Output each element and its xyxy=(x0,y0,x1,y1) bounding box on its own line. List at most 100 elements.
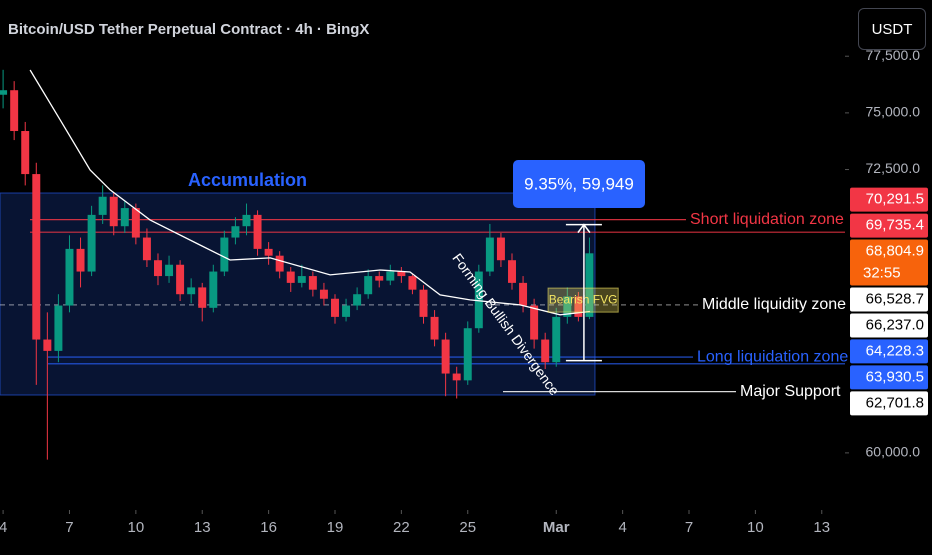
candle-body xyxy=(109,196,118,227)
price-tag xyxy=(850,391,928,416)
price-tag xyxy=(850,213,928,238)
x-tick-label: 13 xyxy=(194,519,211,536)
candle-body xyxy=(375,276,384,281)
x-tick-label: 7 xyxy=(685,519,693,536)
y-tick-label: 77,500.0 xyxy=(866,47,921,63)
candle-body xyxy=(342,305,351,317)
x-tick-label: 10 xyxy=(128,519,145,536)
candle-body xyxy=(552,316,561,363)
x-tick-label: 13 xyxy=(813,519,830,536)
candle-body xyxy=(120,208,129,227)
y-tick-label: 75,000.0 xyxy=(866,104,921,120)
measure-label: 9.35%, 59,949 xyxy=(524,174,634,193)
candle-body xyxy=(153,260,162,277)
fvg-box xyxy=(547,287,619,313)
candle-body xyxy=(43,339,52,351)
candle-body xyxy=(76,248,85,272)
candle-body xyxy=(131,208,140,238)
candle-body xyxy=(98,196,107,215)
candle-body xyxy=(242,214,251,227)
candle-body xyxy=(308,276,317,290)
candle-body xyxy=(142,237,151,261)
price-tag xyxy=(850,287,928,312)
y-tick-label: 72,500.0 xyxy=(866,160,921,176)
x-tick-label: Mar xyxy=(543,519,570,536)
price-tag xyxy=(850,365,928,390)
candle-body xyxy=(574,296,583,317)
candle-body xyxy=(209,271,218,308)
candle-body xyxy=(297,276,306,283)
price-tag-label: 68,804.9 xyxy=(866,243,924,260)
price-tag-label: 63,930.5 xyxy=(866,368,924,385)
candle-body xyxy=(176,264,185,295)
price-tag-label: 70,291.5 xyxy=(866,191,924,208)
x-tick-label: 19 xyxy=(327,519,344,536)
x-tick-label: 7 xyxy=(65,519,73,536)
level-label: Long liquidation zone xyxy=(697,348,848,365)
candle-body xyxy=(319,289,328,299)
candle-body xyxy=(386,271,395,281)
candle-body xyxy=(541,339,550,363)
candle-body xyxy=(32,174,41,340)
x-tick-label: 25 xyxy=(459,519,476,536)
candle-body xyxy=(264,248,273,256)
candle-body xyxy=(286,271,295,283)
candle-body xyxy=(220,237,229,272)
price-tag-label: 66,237.0 xyxy=(866,316,924,333)
candle-body xyxy=(87,214,96,272)
price-tag-label: 66,528.7 xyxy=(866,290,924,307)
x-tick-label: 22 xyxy=(393,519,410,536)
candle-body xyxy=(187,287,196,295)
x-tick-label: 10 xyxy=(747,519,764,536)
price-tag xyxy=(850,313,928,338)
candle-body xyxy=(21,131,30,175)
y-tick-label: 60,000.0 xyxy=(866,444,921,460)
candle-body xyxy=(485,237,494,272)
candle-body xyxy=(253,214,262,249)
candle-body xyxy=(508,260,516,283)
accumulation-zone xyxy=(0,192,596,396)
candle-body xyxy=(452,373,461,381)
candle-body xyxy=(353,294,362,306)
price-tag-label: 69,735.4 xyxy=(866,217,924,234)
price-tag xyxy=(850,239,928,286)
price-tag xyxy=(850,339,928,364)
candle-body xyxy=(165,264,174,277)
x-tick-label: 4 xyxy=(0,519,7,536)
candle-body xyxy=(419,289,428,317)
candle-body xyxy=(364,276,373,295)
candle-body xyxy=(474,271,483,329)
candle-body xyxy=(231,226,240,238)
currency-button[interactable]: USDT xyxy=(858,8,926,50)
level-label: Major Support xyxy=(740,383,841,400)
price-tag-label: 64,228.3 xyxy=(866,342,924,359)
price-tag-label: 62,701.8 xyxy=(866,394,924,411)
candle-body xyxy=(530,305,539,340)
candle-body xyxy=(275,255,284,272)
candle-body xyxy=(496,237,505,261)
measure-box xyxy=(513,160,645,208)
accumulation-label: Accumulation xyxy=(188,170,307,190)
candle-body xyxy=(430,316,439,340)
candle-body xyxy=(563,296,572,317)
candle-body xyxy=(10,90,19,132)
candle-body xyxy=(441,339,450,374)
indicator-line xyxy=(29,69,590,316)
countdown-label: 32:55 xyxy=(863,265,901,282)
x-tick-label: 16 xyxy=(260,519,277,536)
candle-body xyxy=(198,287,207,308)
candle-body xyxy=(331,298,339,317)
candle-body xyxy=(585,253,594,317)
x-tick-label: 4 xyxy=(618,519,626,536)
candle-body xyxy=(0,90,8,95)
candle-body xyxy=(408,276,417,290)
price-tag xyxy=(850,187,928,212)
candle-body xyxy=(65,248,74,306)
level-label: Short liquidation zone xyxy=(690,211,844,228)
level-label: Middle liquidity zone xyxy=(702,296,846,313)
candle-body xyxy=(519,282,528,306)
chart-title: Bitcoin/USD Tether Perpetual Contract · … xyxy=(8,21,369,38)
candle-body xyxy=(54,305,63,351)
